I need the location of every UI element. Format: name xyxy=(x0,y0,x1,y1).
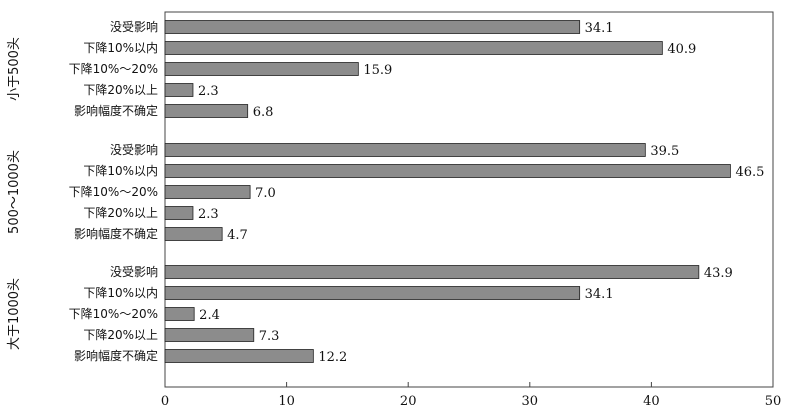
bar xyxy=(164,41,663,55)
x-tick-label: 20 xyxy=(400,394,417,409)
data-label: 6.8 xyxy=(253,105,274,120)
x-tick-label: 0 xyxy=(161,394,169,409)
bar xyxy=(164,286,581,300)
data-label: 34.1 xyxy=(585,21,614,36)
category-label: 影响幅度不确定 xyxy=(74,103,158,118)
category-label: 下降10%～20% xyxy=(69,62,158,76)
bar xyxy=(164,104,249,118)
bar xyxy=(164,206,194,220)
category-label: 下降20%以上 xyxy=(83,328,158,342)
data-label: 40.9 xyxy=(667,42,696,57)
category-label: 下降10%～20% xyxy=(69,307,158,321)
bars-layer: 34.1 40.9 15.9 2.3 6.8 39.5 46.5 7.0 2.3 4.7 43.9 3… xyxy=(164,20,764,365)
bar xyxy=(164,227,223,241)
x-tick-label: 10 xyxy=(278,394,295,409)
category-label: 没受影响 xyxy=(110,142,158,157)
category-label: 没受影响 xyxy=(110,19,158,34)
data-label: 46.5 xyxy=(735,165,764,180)
data-label: 7.0 xyxy=(255,186,276,201)
bar xyxy=(164,164,731,178)
category-label: 影响幅度不确定 xyxy=(74,348,158,363)
group-label: 大于1000头 xyxy=(7,278,22,350)
bar xyxy=(164,143,646,157)
bar xyxy=(164,307,195,321)
bar xyxy=(164,83,194,97)
bar xyxy=(164,265,700,279)
x-tick-label: 40 xyxy=(643,394,660,409)
data-label: 2.3 xyxy=(198,207,219,222)
x-tick-label: 50 xyxy=(765,394,782,409)
data-label: 4.7 xyxy=(227,228,248,243)
bar xyxy=(164,349,314,363)
bar xyxy=(164,328,255,342)
data-label: 15.9 xyxy=(363,63,392,78)
x-axis: 0 10 20 30 40 50 xyxy=(161,382,781,409)
bar xyxy=(164,20,581,34)
data-label: 2.3 xyxy=(198,84,219,99)
category-label: 下降10%以内 xyxy=(83,164,158,178)
group-label: 500～1000头 xyxy=(7,150,22,234)
data-label: 43.9 xyxy=(704,266,733,281)
data-label: 39.5 xyxy=(650,144,679,159)
category-label: 下降20%以上 xyxy=(83,206,158,220)
category-label: 没受影响 xyxy=(110,264,158,279)
category-labels: 没受影响下降10%以内下降10%～20%下降20%以上影响幅度不确定没受影响下降… xyxy=(69,19,158,363)
data-label: 2.4 xyxy=(199,308,220,323)
bar xyxy=(164,62,359,76)
plot-frame xyxy=(164,11,774,388)
category-label: 下降10%～20% xyxy=(69,185,158,199)
category-label: 下降20%以上 xyxy=(83,83,158,97)
bar xyxy=(164,185,251,199)
data-label: 34.1 xyxy=(585,287,614,302)
category-label: 影响幅度不确定 xyxy=(74,226,158,241)
category-label: 下降10%以内 xyxy=(83,41,158,55)
category-label: 下降10%以内 xyxy=(83,286,158,300)
data-label: 12.2 xyxy=(318,350,347,365)
group-label: 小于500头 xyxy=(7,37,22,101)
x-tick-label: 30 xyxy=(522,394,539,409)
data-label: 7.3 xyxy=(259,329,280,344)
